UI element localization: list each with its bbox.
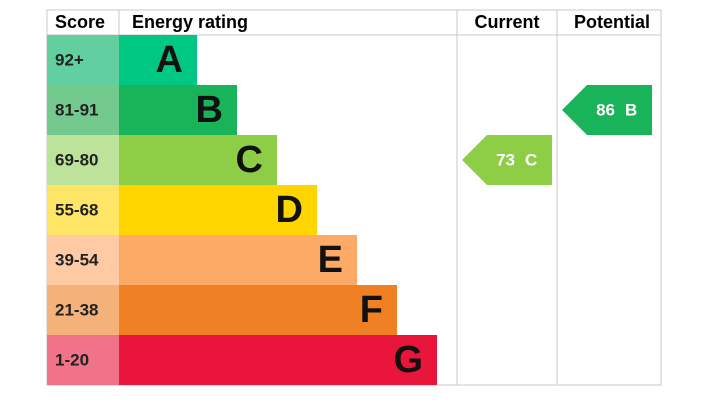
- score-cell: [47, 135, 119, 185]
- rating-letter: E: [318, 239, 343, 281]
- rating-letter: A: [156, 39, 183, 81]
- potential-arrow: [562, 85, 652, 135]
- potential-score: 86: [596, 100, 615, 119]
- score-range: 1-20: [55, 350, 89, 369]
- rating-bar: [119, 135, 277, 185]
- header-score: Score: [55, 12, 105, 32]
- score-range: 21-38: [55, 300, 98, 319]
- score-cell: [47, 185, 119, 235]
- rating-bar: [119, 335, 437, 385]
- current-score: 73: [496, 150, 515, 169]
- header-current: Current: [474, 12, 539, 32]
- rating-bar: [119, 235, 357, 285]
- rating-bar: [119, 85, 237, 135]
- header-potential: Potential: [574, 12, 650, 32]
- score-cell: [47, 85, 119, 135]
- rating-letter: F: [360, 289, 383, 331]
- score-range: 55-68: [55, 200, 98, 219]
- score-cell: [47, 285, 119, 335]
- score-range: 81-91: [55, 100, 98, 119]
- rating-letter: G: [393, 339, 423, 381]
- score-range: 39-54: [55, 250, 99, 269]
- score-cell: [47, 235, 119, 285]
- rating-bar: [119, 35, 197, 85]
- current-rating: C: [525, 150, 537, 169]
- rating-bar: [119, 185, 317, 235]
- score-cell: [47, 35, 119, 85]
- score-range: 69-80: [55, 150, 98, 169]
- rating-letter: B: [196, 89, 223, 131]
- rating-letter: C: [236, 139, 263, 181]
- rating-letter: D: [276, 189, 303, 231]
- header-energy-rating: Energy rating: [132, 12, 248, 32]
- rating-bar: [119, 285, 397, 335]
- current-arrow: [462, 135, 552, 185]
- potential-rating: B: [625, 100, 637, 119]
- score-cell: [47, 335, 119, 385]
- score-range: 92+: [55, 50, 84, 69]
